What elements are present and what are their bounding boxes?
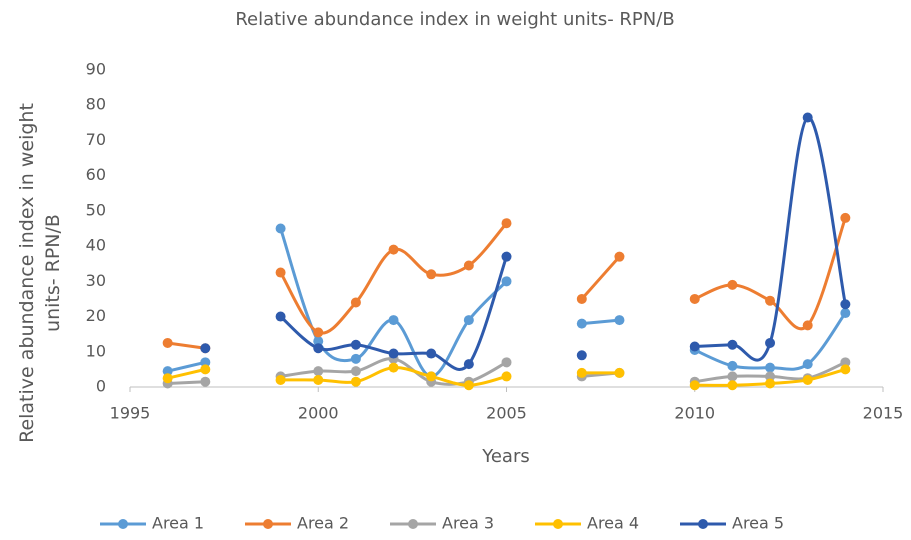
marker: [463, 380, 474, 391]
marker: [802, 359, 813, 370]
marker: [614, 367, 625, 378]
marker: [275, 311, 286, 322]
y-tick-label: 0: [96, 377, 106, 396]
y-tick-label: 60: [86, 165, 106, 184]
marker: [727, 380, 738, 391]
marker: [200, 343, 211, 354]
marker: [727, 339, 738, 350]
y-tick-label: 70: [86, 130, 106, 149]
series-line: [279, 116, 847, 371]
marker: [727, 360, 738, 371]
y-tick-label: 30: [86, 271, 106, 290]
legend-label: Area 1: [152, 514, 204, 533]
marker: [501, 357, 512, 368]
marker: [689, 341, 700, 352]
legend-label: Area 2: [297, 514, 349, 533]
series-line: [167, 228, 847, 378]
marker: [614, 315, 625, 326]
chart-title: Relative abundance index in weight units…: [235, 9, 674, 30]
marker: [313, 374, 324, 385]
marker: [576, 367, 587, 378]
marker: [350, 297, 361, 308]
marker: [727, 371, 738, 382]
marker: [162, 337, 173, 348]
x-axis-label: Years: [481, 446, 530, 467]
marker: [765, 295, 776, 306]
marker: [463, 315, 474, 326]
legend-label: Area 5: [732, 514, 784, 533]
legend-marker: [698, 519, 708, 529]
y-tick-label: 20: [86, 306, 106, 325]
marker: [802, 112, 813, 123]
marker: [388, 315, 399, 326]
marker: [765, 337, 776, 348]
marker: [426, 269, 437, 280]
marker: [576, 293, 587, 304]
marker: [350, 353, 361, 364]
marker: [313, 366, 324, 377]
marker: [200, 364, 211, 375]
y-tick-label: 90: [86, 60, 106, 79]
marker: [162, 373, 173, 384]
marker: [576, 318, 587, 329]
marker: [200, 376, 211, 387]
marker: [275, 374, 286, 385]
marker: [350, 339, 361, 350]
marker: [275, 223, 286, 234]
marker: [388, 362, 399, 373]
marker: [765, 362, 776, 373]
marker: [350, 376, 361, 387]
marker: [727, 279, 738, 290]
marker: [840, 357, 851, 368]
marker: [313, 336, 324, 347]
marker: [501, 251, 512, 262]
marker: [388, 348, 399, 359]
y-tick-label: 40: [86, 236, 106, 255]
marker: [765, 371, 776, 382]
y-tick-label: 80: [86, 95, 106, 114]
x-tick-label: 2000: [298, 404, 339, 423]
y-tick-label: 50: [86, 200, 106, 219]
x-tick-label: 2005: [486, 404, 527, 423]
x-tick-label: 2015: [863, 404, 904, 423]
marker: [802, 374, 813, 385]
marker: [501, 276, 512, 287]
legend-marker: [263, 519, 273, 529]
marker: [501, 371, 512, 382]
marker: [840, 308, 851, 319]
marker: [313, 343, 324, 354]
marker: [275, 267, 286, 278]
marker: [350, 366, 361, 377]
marker: [765, 378, 776, 389]
marker: [388, 244, 399, 255]
marker: [200, 357, 211, 368]
marker: [689, 293, 700, 304]
marker: [840, 212, 851, 223]
marker: [463, 359, 474, 370]
marker: [576, 350, 587, 361]
marker: [426, 371, 437, 382]
legend-marker: [553, 519, 563, 529]
y-axis-label: Relative abundance index in weight units…: [16, 103, 64, 443]
legend-label: Area 4: [587, 514, 639, 533]
marker: [426, 348, 437, 359]
y-tick-label: 10: [86, 341, 106, 360]
marker: [689, 380, 700, 391]
marker: [802, 320, 813, 331]
legend-marker: [408, 519, 418, 529]
legend-marker: [118, 519, 128, 529]
marker: [840, 299, 851, 310]
x-tick-label: 2010: [674, 404, 715, 423]
marker: [313, 327, 324, 338]
marker: [614, 251, 625, 262]
marker: [162, 366, 173, 377]
marker: [501, 218, 512, 229]
x-tick-label: 1995: [110, 404, 151, 423]
legend-label: Area 3: [442, 514, 494, 533]
marker: [463, 260, 474, 271]
marker: [840, 364, 851, 375]
